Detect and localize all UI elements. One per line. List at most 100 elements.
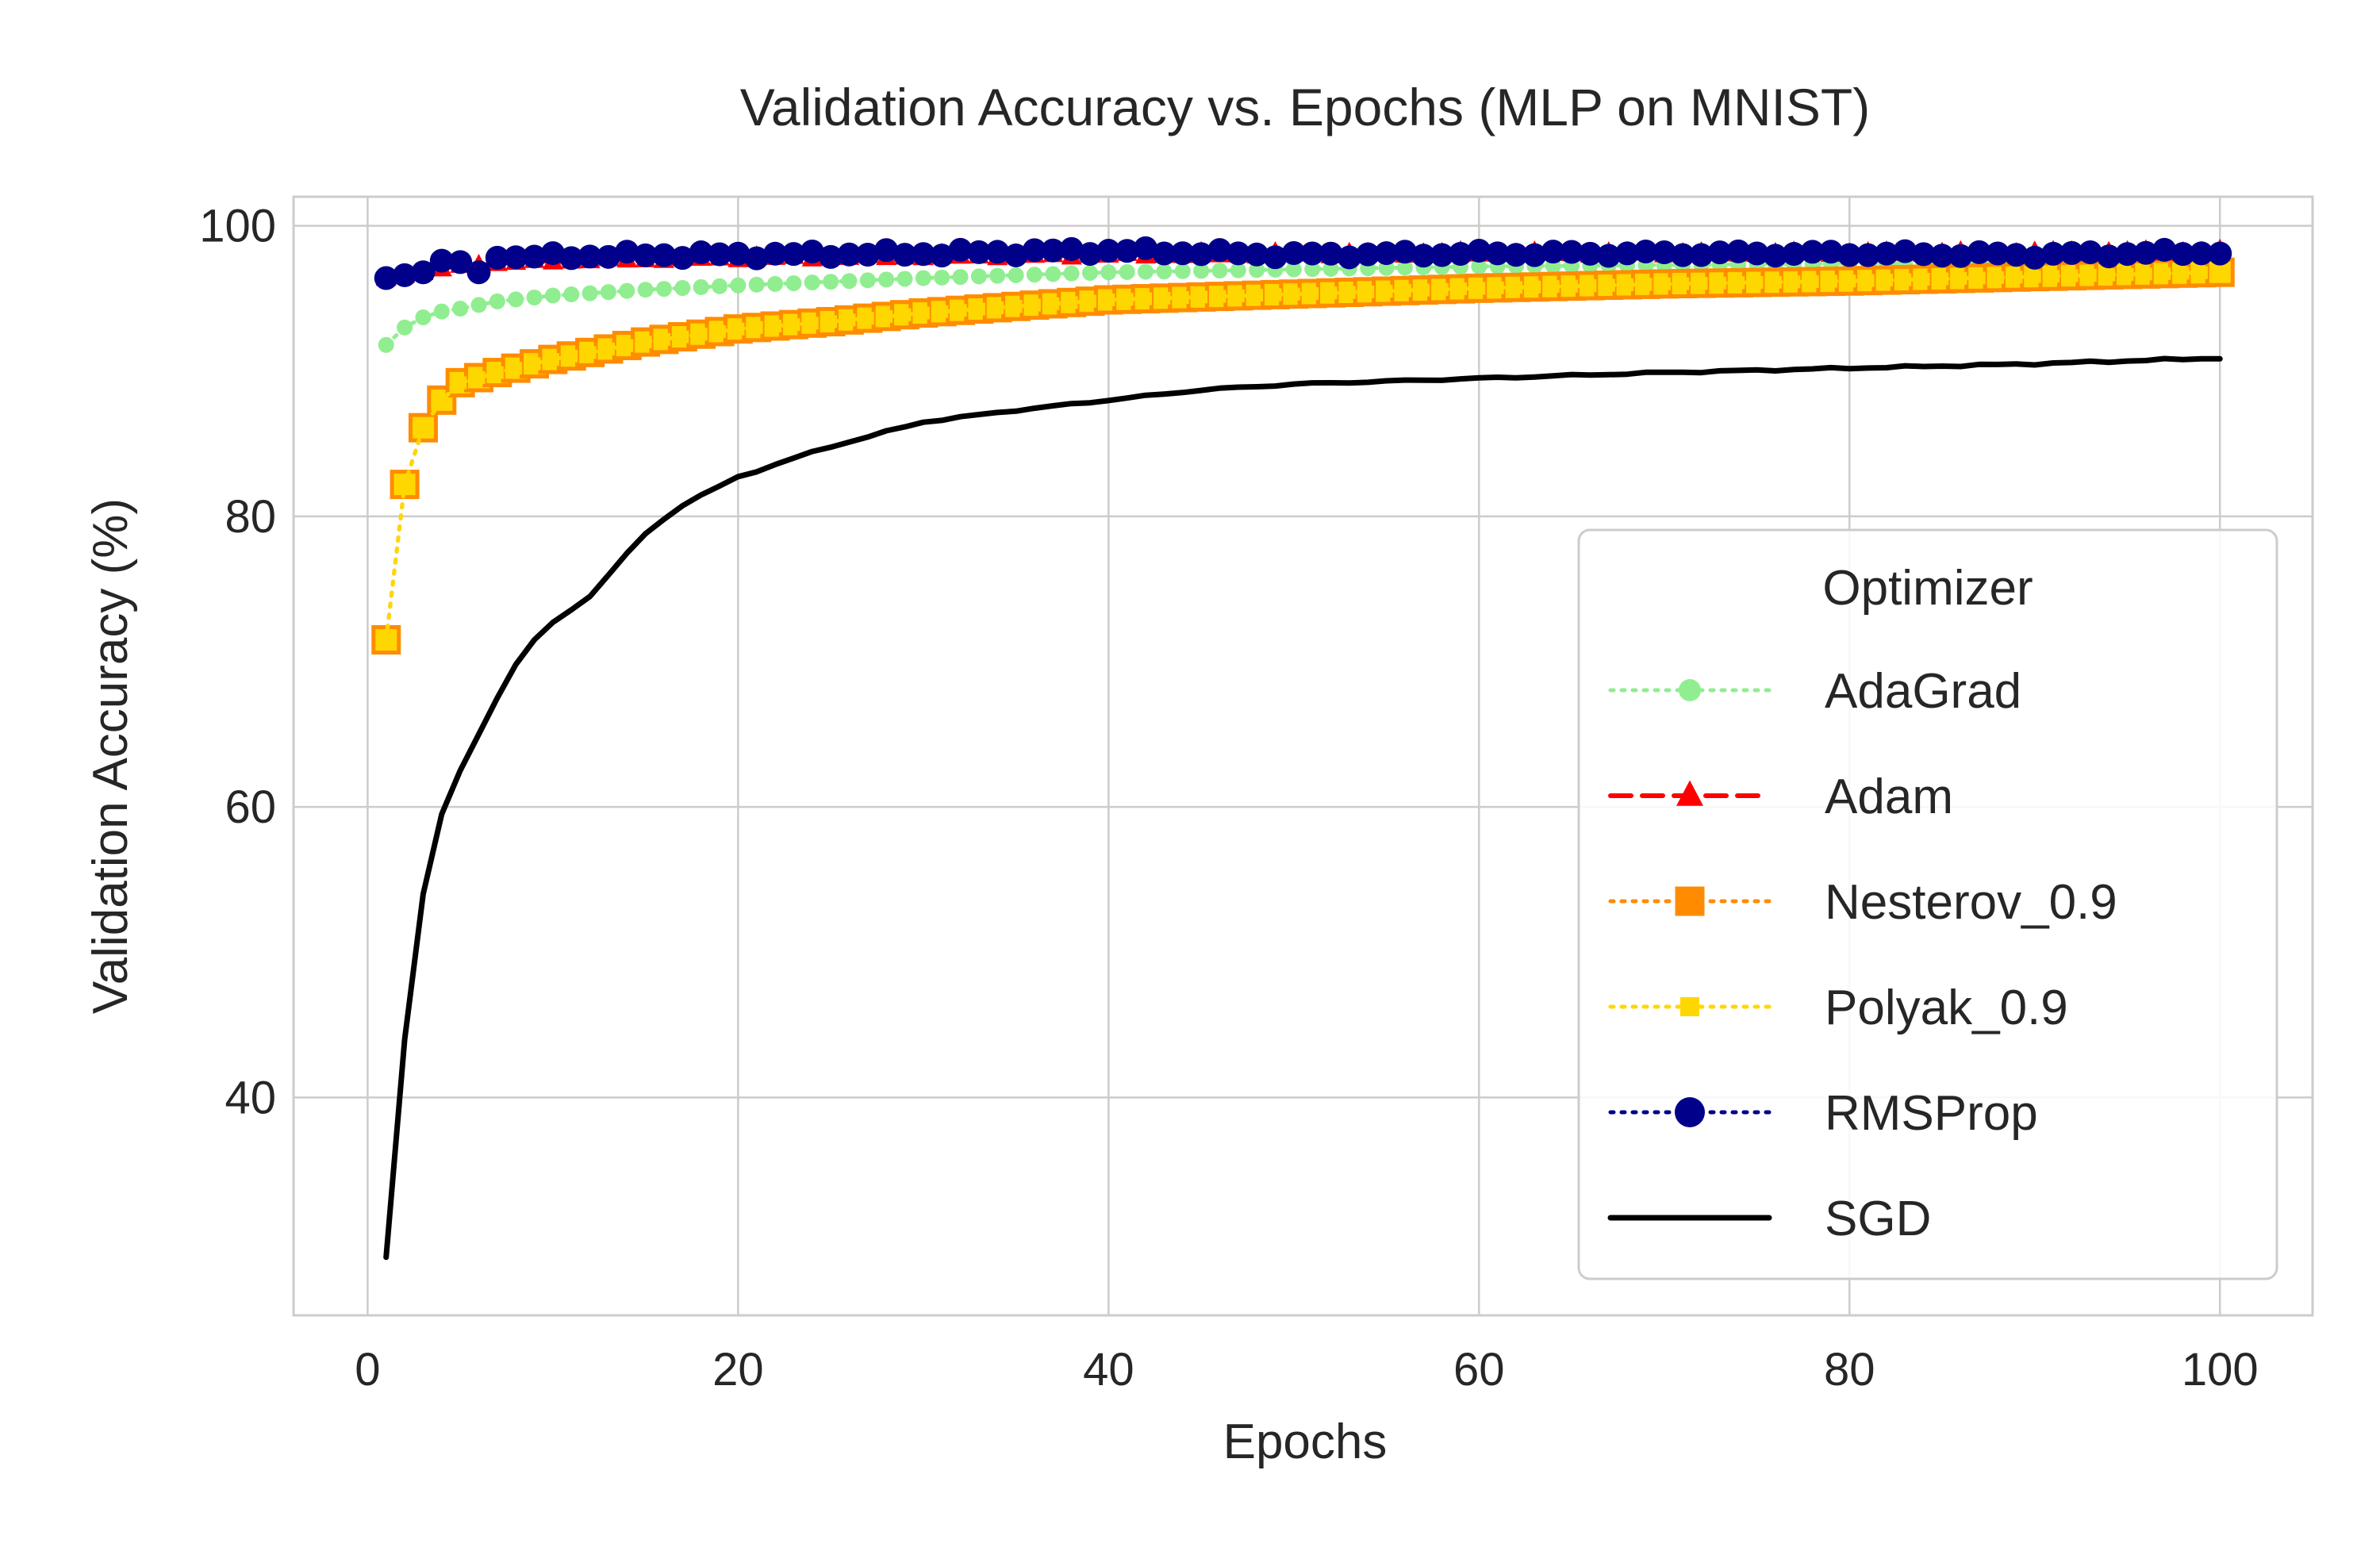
data-point bbox=[565, 349, 578, 363]
data-point bbox=[429, 248, 454, 273]
legend-entry: Adam bbox=[1608, 770, 1953, 824]
data-point bbox=[1083, 294, 1096, 308]
data-point bbox=[2115, 242, 2140, 267]
data-point bbox=[544, 287, 561, 304]
data-point bbox=[528, 357, 541, 370]
data-point bbox=[1250, 289, 1264, 302]
data-point bbox=[1213, 290, 1226, 303]
y-tick-label: 60 bbox=[225, 781, 276, 833]
data-point bbox=[1417, 283, 1430, 297]
data-point bbox=[2059, 240, 2084, 265]
data-point bbox=[1306, 286, 1319, 300]
series-line bbox=[383, 355, 2223, 1261]
data-point bbox=[504, 245, 528, 270]
data-point bbox=[601, 342, 615, 355]
data-point bbox=[787, 318, 800, 332]
data-point bbox=[1806, 274, 1819, 288]
legend-label: Nesterov_0.9 bbox=[1825, 875, 2117, 930]
series-layer bbox=[371, 236, 2235, 1261]
data-point bbox=[1430, 243, 1454, 267]
data-point bbox=[805, 317, 819, 330]
data-point bbox=[693, 278, 709, 295]
data-point bbox=[1380, 285, 1393, 298]
data-point bbox=[1211, 263, 1228, 279]
data-point bbox=[1596, 244, 1621, 268]
data-point bbox=[1324, 286, 1338, 300]
data-point bbox=[1396, 259, 1413, 276]
data-point bbox=[540, 241, 565, 266]
data-point bbox=[416, 421, 430, 435]
data-point bbox=[1176, 291, 1189, 305]
x-tick-label: 40 bbox=[1083, 1344, 1134, 1395]
data-point bbox=[1824, 274, 1837, 288]
data-point bbox=[694, 328, 708, 341]
data-point bbox=[1285, 261, 1302, 278]
data-point bbox=[1763, 244, 1787, 268]
data-point bbox=[1560, 240, 1584, 264]
data-point bbox=[676, 330, 689, 344]
data-point bbox=[2152, 237, 2177, 262]
data-point bbox=[952, 269, 969, 286]
data-point bbox=[2047, 270, 2060, 283]
data-point bbox=[991, 301, 1004, 314]
data-point bbox=[454, 376, 467, 390]
data-point bbox=[578, 244, 602, 269]
data-point bbox=[600, 284, 616, 301]
data-point bbox=[1231, 289, 1245, 302]
y-tick-label: 40 bbox=[225, 1072, 276, 1123]
data-point bbox=[1843, 274, 1856, 288]
data-point bbox=[824, 315, 838, 328]
data-point bbox=[1193, 263, 1210, 279]
data-point bbox=[619, 282, 635, 299]
data-point bbox=[472, 370, 486, 384]
data-point bbox=[2083, 269, 2097, 282]
data-point bbox=[843, 313, 856, 327]
data-point bbox=[526, 289, 543, 305]
legend-title: Optimizer bbox=[1822, 561, 2033, 616]
x-tick-label: 60 bbox=[1453, 1344, 1505, 1395]
series-rmsprop bbox=[374, 236, 2232, 290]
data-point bbox=[878, 271, 895, 288]
data-point bbox=[1374, 241, 1399, 266]
legend-label: SGD bbox=[1825, 1192, 1931, 1246]
data-point bbox=[1189, 242, 1214, 267]
data-point bbox=[485, 245, 509, 270]
data-point bbox=[1157, 291, 1171, 305]
data-point bbox=[730, 277, 747, 294]
data-point bbox=[1676, 277, 1690, 290]
data-point bbox=[657, 332, 670, 346]
data-point bbox=[1750, 276, 1764, 290]
data-point bbox=[748, 276, 765, 293]
data-point bbox=[1139, 292, 1153, 305]
data-point bbox=[2176, 267, 2190, 280]
data-point bbox=[763, 241, 788, 266]
data-point bbox=[466, 260, 491, 285]
data-point bbox=[674, 279, 691, 296]
data-point bbox=[2139, 267, 2152, 281]
data-point bbox=[509, 362, 523, 375]
data-point bbox=[1639, 278, 1653, 291]
data-point bbox=[785, 274, 802, 291]
data-point bbox=[1304, 261, 1321, 278]
data-point bbox=[2010, 271, 2023, 284]
data-point bbox=[689, 240, 713, 265]
data-point bbox=[985, 240, 1010, 264]
data-point bbox=[1152, 241, 1177, 266]
data-point bbox=[1046, 297, 1060, 310]
data-point bbox=[800, 239, 824, 263]
data-point bbox=[378, 336, 394, 353]
data-point bbox=[374, 266, 398, 290]
data-point bbox=[2022, 245, 2047, 270]
data-point bbox=[823, 274, 839, 290]
data-point bbox=[470, 297, 487, 313]
data-point bbox=[726, 241, 750, 266]
data-point bbox=[1546, 280, 1560, 294]
data-point bbox=[637, 282, 654, 298]
data-point bbox=[1986, 241, 2010, 266]
data-point bbox=[1022, 238, 1046, 263]
data-point bbox=[1435, 282, 1449, 296]
data-point bbox=[1009, 300, 1023, 313]
data-point bbox=[448, 250, 473, 274]
data-point bbox=[1337, 245, 1361, 270]
data-point bbox=[892, 243, 917, 267]
